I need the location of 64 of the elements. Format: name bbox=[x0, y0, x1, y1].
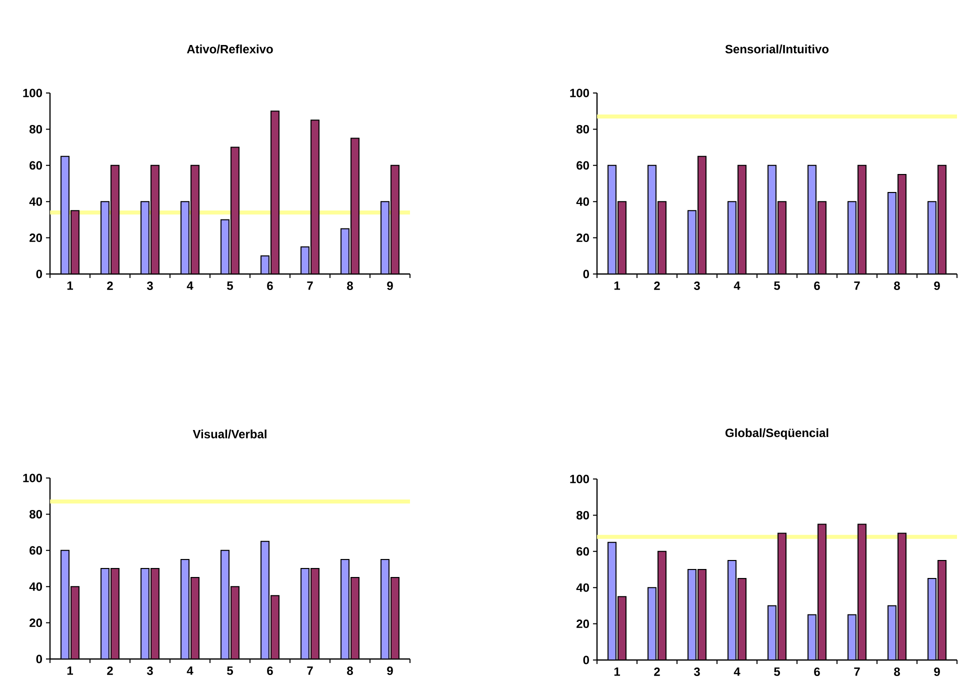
x-tick-label: 1 bbox=[614, 282, 620, 290]
x-tick-label: 9 bbox=[387, 282, 393, 290]
x-tick-label: 2 bbox=[107, 282, 113, 290]
x-tick-label: 8 bbox=[894, 668, 900, 676]
x-tick-label: 7 bbox=[854, 668, 860, 676]
x-tick-label: 5 bbox=[227, 666, 234, 675]
x-tick-label: 4 bbox=[734, 668, 740, 676]
y-tick-label: 80 bbox=[576, 510, 589, 520]
y-tick-label: 20 bbox=[30, 618, 42, 628]
x-tick-label: 8 bbox=[347, 666, 353, 676]
x-tick-label: 4 bbox=[186, 666, 194, 675]
y-tick-label: 0 bbox=[36, 270, 42, 278]
x-tick-label: 3 bbox=[694, 282, 700, 290]
y-tick-label: 40 bbox=[576, 197, 589, 206]
x-tick-label: 7 bbox=[854, 282, 860, 290]
x-tick-label: 7 bbox=[307, 282, 313, 290]
chart-title: Sensorial/Intuitivo bbox=[725, 44, 829, 54]
y-tick-label: 40 bbox=[576, 583, 589, 592]
x-tick-label: 8 bbox=[894, 282, 900, 290]
y-tick-label: 0 bbox=[583, 656, 589, 664]
y-tick-label: 20 bbox=[576, 620, 589, 628]
x-tick-label: 6 bbox=[267, 282, 273, 290]
y-tick-label: 40 bbox=[29, 197, 42, 206]
x-tick-label: 6 bbox=[814, 282, 820, 290]
x-tick-label: 2 bbox=[654, 282, 660, 290]
y-tick-label: 100 bbox=[570, 474, 589, 484]
y-tick-label: 0 bbox=[583, 270, 589, 278]
x-tick-label: 4 bbox=[186, 282, 194, 290]
x-tick-label: 5 bbox=[774, 282, 780, 290]
chart-title: Visual/Verbal bbox=[192, 430, 266, 438]
y-tick-label: 80 bbox=[30, 510, 42, 518]
x-tick-label: 5 bbox=[227, 282, 234, 290]
x-tick-label: 3 bbox=[146, 666, 153, 676]
x-tick-label: 2 bbox=[107, 666, 113, 675]
y-tick-label: 60 bbox=[576, 547, 589, 556]
y-tick-label: 20 bbox=[576, 234, 589, 242]
y-tick-label: 100 bbox=[570, 88, 589, 98]
x-tick-label: 6 bbox=[814, 668, 820, 676]
y-tick-label: 60 bbox=[576, 161, 589, 170]
x-tick-label: 3 bbox=[694, 668, 700, 676]
x-tick-label: 9 bbox=[387, 666, 393, 676]
x-tick-label: 1 bbox=[67, 282, 74, 290]
x-tick-label: 2 bbox=[654, 668, 660, 676]
chart-title: Ativo/Reflexivo bbox=[186, 44, 273, 54]
y-tick-label: 20 bbox=[30, 234, 42, 242]
y-tick-label: 80 bbox=[576, 124, 589, 134]
y-tick-label: 100 bbox=[23, 88, 42, 98]
y-tick-label: 40 bbox=[29, 582, 42, 591]
x-tick-label: 1 bbox=[614, 668, 620, 676]
x-tick-label: 1 bbox=[67, 666, 74, 675]
y-tick-label: 0 bbox=[36, 654, 42, 664]
x-tick-label: 7 bbox=[307, 666, 313, 675]
x-tick-label: 5 bbox=[774, 668, 780, 676]
x-tick-label: 6 bbox=[267, 666, 273, 676]
y-tick-label: 100 bbox=[23, 474, 42, 482]
x-tick-label: 9 bbox=[934, 668, 940, 676]
y-tick-label: 60 bbox=[30, 546, 42, 555]
x-tick-label: 9 bbox=[934, 282, 940, 290]
chart-title: Global/Seqüencial bbox=[725, 428, 828, 440]
y-tick-label: 80 bbox=[30, 124, 42, 134]
x-tick-label: 3 bbox=[146, 282, 153, 290]
x-tick-label: 8 bbox=[347, 282, 353, 290]
y-tick-label: 60 bbox=[30, 161, 42, 170]
x-tick-label: 4 bbox=[734, 282, 740, 290]
